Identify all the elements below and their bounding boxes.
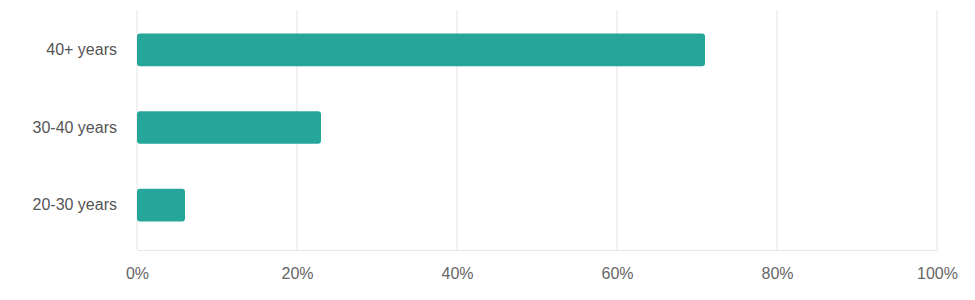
y-tick-label: 20-30 years xyxy=(33,196,118,213)
x-tick-label: 40% xyxy=(441,265,473,282)
x-tick: 40% xyxy=(441,250,473,282)
x-tick-label: 20% xyxy=(281,265,313,282)
x-tick-label: 80% xyxy=(761,265,793,282)
bar xyxy=(137,111,321,144)
y-tick: 30-40 years xyxy=(33,119,138,136)
grid xyxy=(137,10,937,250)
y-axis: 40+ years 30-40 years 20-30 years xyxy=(33,41,138,213)
bar xyxy=(137,189,185,222)
x-tick: 60% xyxy=(601,250,633,282)
y-tick-label: 40+ years xyxy=(46,41,117,58)
grid-line xyxy=(937,10,938,250)
x-tick: 100% xyxy=(917,250,958,282)
y-tick: 40+ years xyxy=(46,41,137,58)
x-tick: 0% xyxy=(126,250,149,282)
x-tick: 80% xyxy=(761,250,793,282)
grid-line xyxy=(777,10,778,250)
x-tick-label: 0% xyxy=(126,265,149,282)
x-axis-line xyxy=(138,250,938,251)
bars xyxy=(137,34,705,222)
x-tick: 20% xyxy=(281,250,313,282)
bar xyxy=(137,34,705,67)
x-tick-label: 60% xyxy=(601,265,633,282)
x-axis: 0% 20% 40% 60% 80% 100% xyxy=(126,250,958,282)
y-tick: 20-30 years xyxy=(33,196,138,213)
y-tick-label: 30-40 years xyxy=(33,119,118,136)
chart: 0% 20% 40% 60% 80% 100% 40+ years 30-40 years 20… xyxy=(0,0,975,300)
x-tick-label: 100% xyxy=(917,265,958,282)
